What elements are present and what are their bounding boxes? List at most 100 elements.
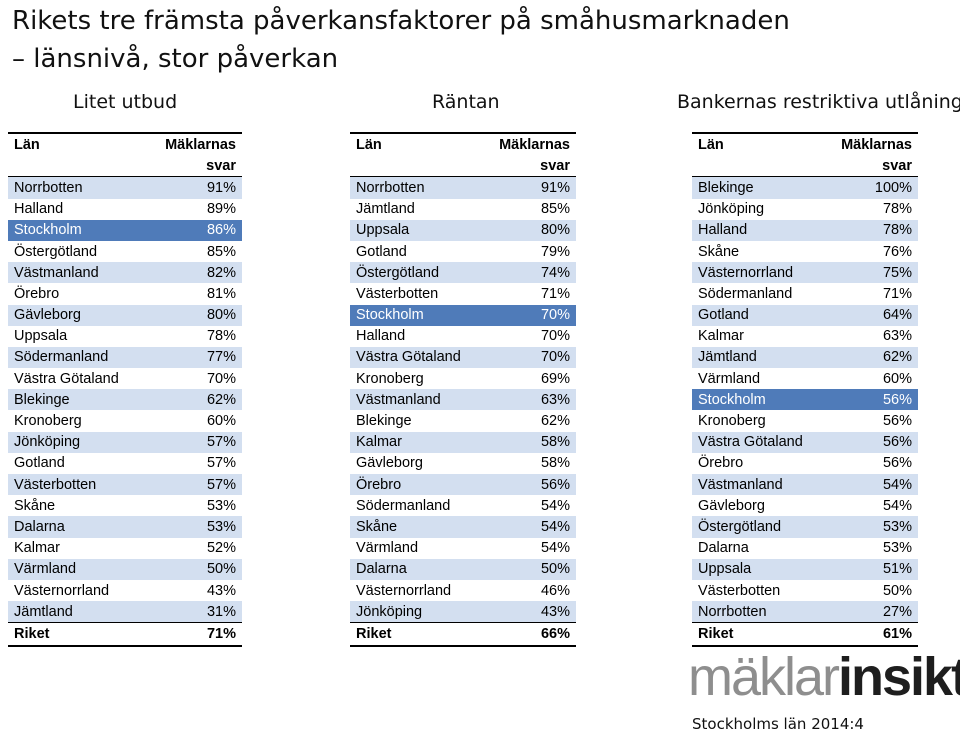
value-cell: 91% [483,176,576,199]
value-cell: 50% [825,579,918,602]
table-row: Östergötland 74% [350,262,576,284]
table-row: Västerbotten 57% [8,474,242,496]
value-cell: 70% [483,304,576,326]
table-row: Gotland 64% [692,304,918,326]
lan-cell: Skåne [350,516,484,538]
lan-cell: Norrbotten [350,176,484,199]
total-label: Riket [8,622,147,647]
header-spacer [692,155,826,178]
value-cell: 54% [825,495,918,517]
table-row: Östergötland 53% [692,516,918,538]
lan-cell: Västernorrland [350,579,484,602]
table-row: Västerbotten 71% [350,283,576,305]
lan-cell: Dalarna [8,516,147,538]
value-cell: 43% [483,601,576,623]
lan-cell: Norrbotten [8,176,147,199]
total-row: Riket 66% [350,622,576,647]
value-cell: 58% [483,431,576,453]
total-value: 66% [483,622,576,647]
value-cell: 79% [483,240,576,263]
table-header: Län Mäklarnas svar [8,134,242,178]
table-row: Gotland 79% [350,240,576,263]
lan-cell: Västra Götaland [350,346,484,369]
lan-cell: Blekinge [692,176,826,199]
table-rantan: Län Mäklarnas svar Norrbotten 91% Jämtland 85%… [350,132,576,647]
lan-cell: Kronoberg [692,410,826,432]
title-line-1: Rikets tre främsta påverkansfaktorer på … [12,6,790,36]
header-row: Län Mäklarnas [692,134,918,155]
value-cell: 71% [825,283,918,305]
table-row: Östergötland 85% [8,240,242,263]
lan-cell: Skåne [8,495,147,517]
table-row: Kalmar 63% [692,325,918,347]
header-lan: Län [698,136,724,153]
table-row: Skåne 54% [350,516,576,538]
lan-cell: Gävleborg [692,495,826,517]
value-cell: 31% [146,601,242,623]
table-row: Västra Götaland 56% [692,431,918,453]
table-row: Norrbotten 91% [350,176,576,199]
value-cell: 86% [146,219,242,241]
table-row: Norrbotten 91% [8,176,242,199]
table-row: Västmanland 54% [692,474,918,496]
table-row: Stockholm 86% [8,219,242,241]
header-lan: Län [14,136,40,153]
lan-cell: Stockholm [692,389,826,411]
value-cell: 60% [146,410,242,432]
table-body: Norrbotten 91% Halland 89% Stockholm 86% Öster… [8,176,242,623]
value-cell: 56% [825,389,918,411]
lan-cell: Västmanland [350,389,484,411]
value-cell: 53% [825,537,918,559]
header-row: Län Mäklarnas [350,134,576,155]
table-row: Blekinge 62% [350,410,576,432]
header-row-2: svar [692,155,918,178]
column-heading-3: Bankernas restriktiva utlåning [677,91,960,113]
table-row: Blekinge 100% [692,176,918,199]
data-table: Län Mäklarnas svar Norrbotten 91% Halland 89% S… [8,134,242,647]
lan-cell: Blekinge [350,410,484,432]
lan-cell: Västerbotten [692,579,826,602]
header-spacer [8,155,147,178]
lan-cell: Jämtland [8,601,147,623]
table-footer: Riket 61% [692,622,918,647]
value-cell: 85% [146,240,242,263]
header-value-sub: svar [146,155,242,178]
value-cell: 57% [146,431,242,453]
table-row: Dalarna 53% [8,516,242,538]
lan-cell: Gävleborg [8,304,147,326]
header-value: Mäklarnas [165,136,236,153]
value-cell: 78% [825,219,918,241]
header-row-2: svar [350,155,576,178]
page-title: Rikets tre främsta påverkansfaktorer på … [12,2,790,78]
lan-cell: Västra Götaland [692,431,826,453]
lan-cell: Stockholm [8,219,147,241]
lan-cell: Halland [350,325,484,347]
lan-cell: Dalarna [350,558,484,580]
value-cell: 56% [483,474,576,496]
value-cell: 58% [483,452,576,474]
table-bankernas-restriktiva-utlaning: Län Mäklarnas svar Blekinge 100% Jönköping 78%… [692,132,918,647]
table-row: Örebro 81% [8,283,242,305]
total-value: 71% [146,622,242,647]
table-row: Halland 70% [350,325,576,347]
lan-cell: Kronoberg [8,410,147,432]
data-table: Län Mäklarnas svar Blekinge 100% Jönköping 78%… [692,134,918,647]
header-lan: Län [356,136,382,153]
value-cell: 78% [825,198,918,220]
lan-cell: Uppsala [8,325,147,347]
value-cell: 54% [483,516,576,538]
table-body: Norrbotten 91% Jämtland 85% Uppsala 80% Gotlan… [350,176,576,623]
table-row: Jämtland 31% [8,601,242,623]
value-cell: 63% [825,325,918,347]
table-footer: Riket 71% [8,622,242,647]
value-cell: 56% [825,410,918,432]
lan-cell: Gävleborg [350,452,484,474]
value-cell: 52% [146,537,242,559]
table-row: Värmland 54% [350,537,576,559]
header-row-2: svar [8,155,242,178]
column-heading-2: Räntan [432,91,500,113]
lan-cell: Halland [692,219,826,241]
value-cell: 70% [146,368,242,390]
lan-cell: Kalmar [692,325,826,347]
table-row: Västernorrland 43% [8,579,242,602]
